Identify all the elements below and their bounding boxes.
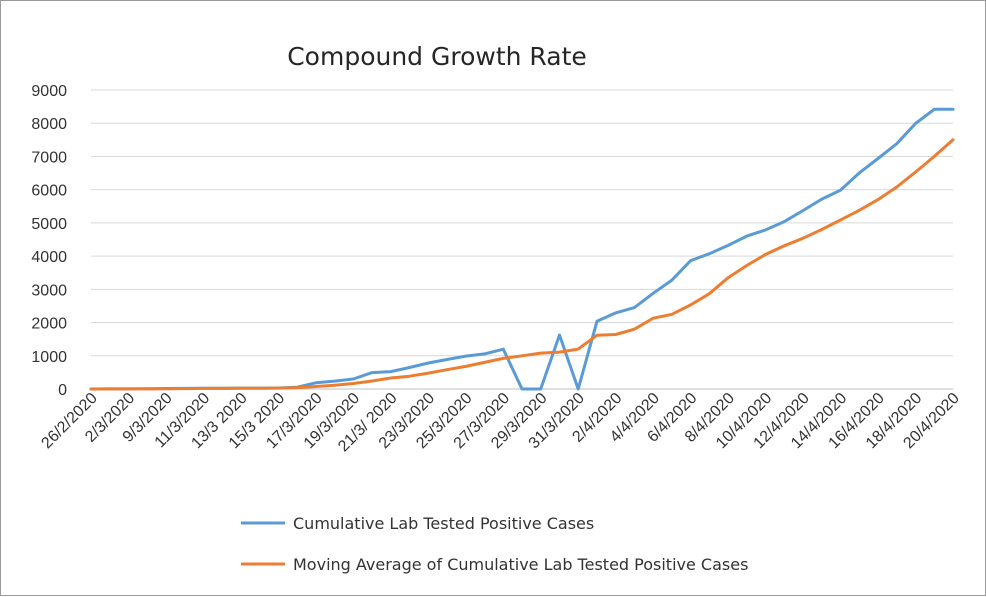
y-tick-label: 5000 xyxy=(31,216,67,233)
y-tick-label: 7000 xyxy=(31,149,67,166)
y-tick-label: 0 xyxy=(58,382,67,399)
y-tick-label: 6000 xyxy=(31,183,67,200)
y-tick-label: 8000 xyxy=(31,116,67,133)
y-tick-label: 4000 xyxy=(31,249,67,266)
series-line-1 xyxy=(89,107,955,391)
gridlines xyxy=(91,89,953,357)
chart-title: Compound Growth Rate xyxy=(287,42,587,71)
y-axis-tick-labels: 0 1000 2000 3000 4000 5000 6000 7000 8000 9000 xyxy=(31,83,67,399)
y-tick-label: 3000 xyxy=(31,282,67,299)
legend: Cumulative Lab Tested Positive Cases Movi… xyxy=(241,514,748,574)
series-line-2 xyxy=(89,138,955,391)
y-tick-label: 2000 xyxy=(31,316,67,333)
series-lines xyxy=(89,107,955,391)
legend-label: Moving Average of Cumulative Lab Tested … xyxy=(293,555,748,574)
y-tick-label: 9000 xyxy=(31,83,67,100)
y-tick-label: 1000 xyxy=(31,349,67,366)
legend-label: Cumulative Lab Tested Positive Cases xyxy=(293,514,594,533)
